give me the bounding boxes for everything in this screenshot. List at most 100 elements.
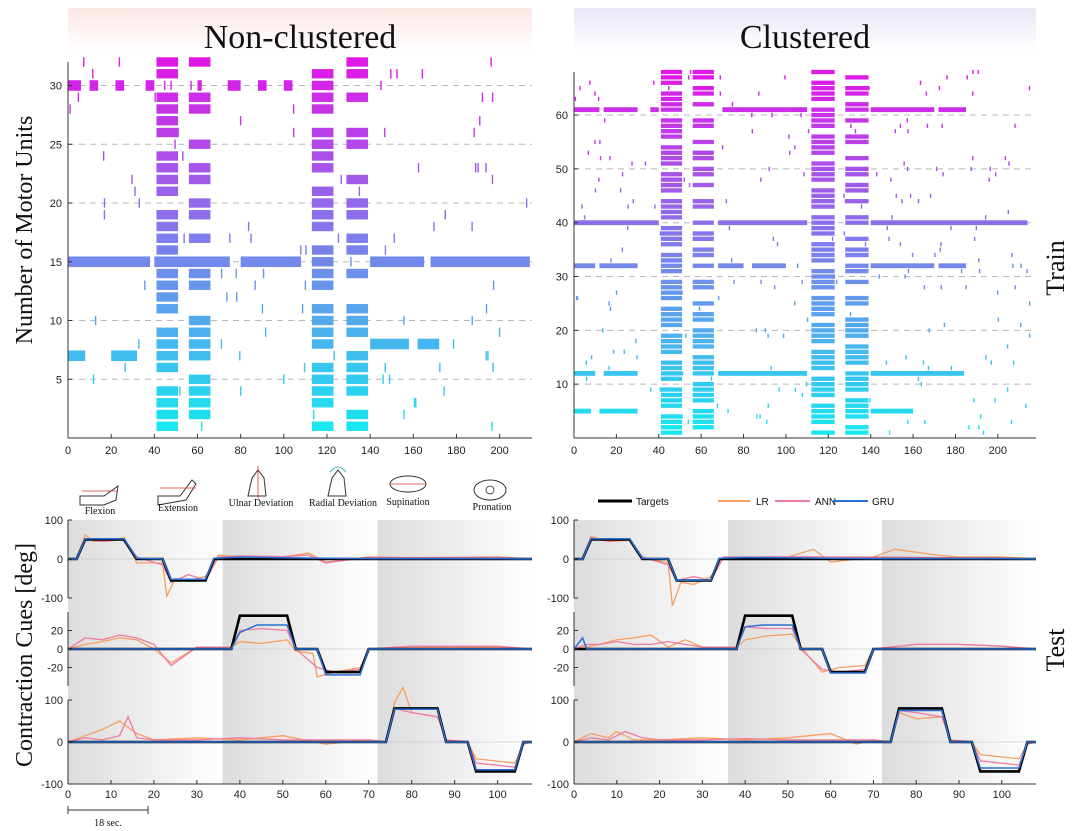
spike	[333, 351, 335, 361]
spike	[759, 414, 761, 419]
spike-burst	[156, 351, 179, 361]
spike-burst	[660, 118, 683, 123]
spike-burst	[156, 280, 179, 290]
spike-burst	[845, 322, 869, 328]
spike-burst	[811, 242, 835, 247]
spike	[471, 221, 473, 232]
spike-burst	[156, 304, 179, 314]
spike-burst	[346, 362, 368, 373]
spike-burst	[311, 339, 334, 349]
y-tick-label: 0	[563, 554, 569, 566]
spike	[681, 414, 683, 419]
spike-burst	[692, 360, 714, 365]
spike-burst	[692, 338, 714, 344]
spike-burst	[692, 263, 714, 268]
flexion-icon	[79, 484, 119, 506]
series-line-gru	[68, 537, 533, 581]
spike-burst	[811, 295, 835, 301]
spike-burst	[311, 151, 334, 161]
spike-burst	[845, 360, 869, 365]
spike-train	[257, 80, 267, 91]
spike-burst	[660, 258, 683, 263]
spike-burst	[660, 414, 683, 419]
spike	[1020, 263, 1022, 268]
spike-burst	[311, 92, 334, 102]
spike-burst	[156, 210, 179, 220]
spike-burst	[845, 139, 869, 145]
shaded-segment	[377, 520, 532, 784]
y-tick-label: 60	[556, 110, 568, 122]
spike	[978, 268, 981, 274]
spike	[860, 204, 863, 209]
spike	[444, 210, 446, 220]
spike-burst	[660, 129, 683, 134]
spike-burst	[811, 204, 835, 209]
spike-burst	[156, 174, 179, 185]
spike	[602, 328, 604, 333]
spike-burst	[346, 139, 368, 149]
y-tick-label: -100	[41, 779, 63, 791]
spike	[693, 155, 696, 161]
spike	[683, 177, 686, 182]
y-tick-label: 100	[551, 515, 569, 527]
x-tick-label: 30	[696, 789, 708, 801]
spike-burst	[660, 145, 683, 150]
spike	[393, 233, 395, 243]
spike	[1012, 263, 1014, 268]
spike-burst	[811, 419, 835, 425]
spike	[767, 403, 769, 408]
spike	[766, 419, 768, 425]
spike-burst	[811, 376, 835, 381]
spike-train	[145, 80, 155, 91]
spike-burst	[311, 304, 334, 314]
spike	[850, 123, 852, 128]
spike	[938, 85, 941, 91]
spike-train	[111, 350, 138, 362]
spike	[689, 69, 692, 75]
y-tick-label: 20	[556, 325, 568, 337]
x-tick-label: 20	[148, 789, 160, 801]
spike-burst	[660, 134, 683, 139]
spike-train	[574, 263, 596, 269]
spike	[719, 75, 721, 80]
spike-burst	[811, 279, 835, 285]
spike	[688, 182, 691, 188]
spike	[665, 398, 667, 403]
spike-burst	[845, 403, 869, 408]
spike-burst	[660, 123, 683, 128]
spike-burst	[811, 231, 835, 236]
spike-burst	[845, 328, 869, 333]
spike-burst	[811, 403, 835, 408]
spike-burst	[811, 150, 835, 155]
spike-burst	[811, 360, 835, 365]
spike	[491, 421, 493, 431]
spike	[235, 268, 237, 279]
spike	[850, 344, 853, 349]
spike	[904, 274, 906, 279]
spike	[1012, 360, 1015, 365]
x-tick-label: 10	[611, 789, 623, 801]
spike-burst	[660, 204, 683, 209]
spike	[888, 236, 890, 242]
spike-burst	[811, 225, 835, 231]
spike	[477, 163, 479, 173]
spike-burst	[811, 333, 835, 338]
spike-burst	[660, 242, 683, 247]
spike-burst	[660, 268, 683, 274]
x-tick-label: 40	[234, 789, 246, 801]
spike	[261, 304, 264, 314]
spike-train	[870, 263, 935, 269]
x-tick-label: 40	[653, 445, 665, 457]
spike-train	[938, 263, 967, 269]
x-tick-label: 60	[695, 445, 707, 457]
spike-burst	[311, 163, 334, 173]
spike-burst	[845, 398, 869, 403]
spike-burst	[660, 161, 683, 166]
spike-burst	[346, 233, 368, 243]
x-tick-label: 100	[275, 445, 293, 457]
spike	[891, 215, 893, 220]
spike-burst	[660, 102, 683, 107]
spike	[485, 304, 488, 314]
spike-burst	[811, 306, 835, 311]
spike-train	[430, 256, 530, 268]
